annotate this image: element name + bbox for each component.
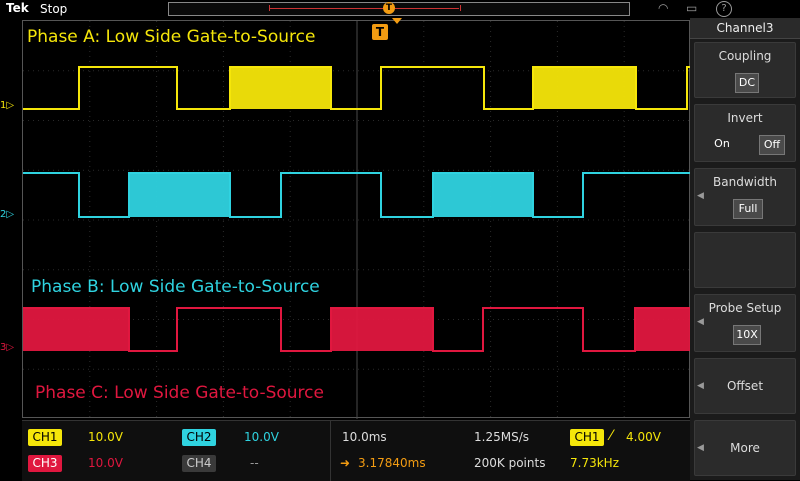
record-overview-bar[interactable]: T <box>168 2 630 16</box>
ch1-trace-burst <box>230 67 331 109</box>
phase-b-label: Phase B: Low Side Gate-to-Source <box>31 277 320 297</box>
ch3-trace-burst <box>331 308 433 351</box>
more-panel[interactable]: ◀ More <box>694 420 796 476</box>
offset-panel[interactable]: ◀ Offset <box>694 358 796 414</box>
trigger-arrow-icon <box>392 18 402 24</box>
phase-c-label: Phase C: Low Side Gate-to-Source <box>35 383 324 403</box>
invert-on-button[interactable]: On <box>714 137 730 150</box>
chevron-left-icon: ◀ <box>697 317 704 327</box>
ch2-trace-burst <box>433 173 533 217</box>
top-bar: Tek Stop T ◠ ▭ ? <box>0 0 732 18</box>
monitor-icon[interactable]: ▭ <box>686 1 698 15</box>
waveform-svg <box>23 21 691 419</box>
horizontal-position-arrow-icon: ➜ <box>340 456 351 470</box>
ch3-trace-burst <box>23 308 129 351</box>
probe-setup-label: Probe Setup <box>708 301 782 315</box>
chevron-left-icon: ◀ <box>697 381 704 391</box>
bandwidth-panel[interactable]: ◀ Bandwidth Full <box>694 168 796 226</box>
more-label: More <box>730 441 760 455</box>
coupling-label: Coupling <box>718 49 772 63</box>
record-trigger-marker: T <box>383 2 395 14</box>
ch4-scale[interactable]: -- <box>250 456 259 470</box>
rising-edge-icon: ⁄ <box>610 428 613 444</box>
waveform-display[interactable]: Phase A: Low Side Gate-to-Source Phase B… <box>22 20 691 419</box>
ch3-badge[interactable]: CH3 <box>28 455 62 472</box>
ch2-marker[interactable]: 2▷ <box>0 209 15 220</box>
record-length-value[interactable]: 200K points <box>474 456 546 470</box>
ch4-badge[interactable]: CH4 <box>182 455 216 472</box>
invert-label: Invert <box>727 111 763 125</box>
probe-10x-button[interactable]: 10X <box>733 325 761 345</box>
ch1-marker[interactable]: 1▷ <box>0 100 15 111</box>
divider <box>330 421 331 481</box>
ch2-marker-label: 2 <box>0 209 7 220</box>
ch2-trace <box>23 172 691 218</box>
ch1-badge[interactable]: CH1 <box>28 429 62 446</box>
run-state[interactable]: Stop <box>40 2 68 16</box>
chevron-left-icon: ◀ <box>697 443 704 453</box>
invert-off-button[interactable]: Off <box>759 135 785 155</box>
timebase-value[interactable]: 10.0ms <box>342 430 387 444</box>
ch3-trace-burst <box>635 308 691 351</box>
coupling-dc-button[interactable]: DC <box>735 73 759 93</box>
ch2-badge[interactable]: CH2 <box>182 429 216 446</box>
trigger-position-marker[interactable]: T <box>372 24 388 40</box>
bandwidth-full-button[interactable]: Full <box>733 199 763 219</box>
help-icon[interactable]: ? <box>716 1 732 17</box>
ch2-scale[interactable]: 10.0V <box>244 430 279 444</box>
horizontal-position-value[interactable]: 3.17840ms <box>358 456 426 470</box>
offset-label: Offset <box>726 379 764 393</box>
ch1-marker-label: 1 <box>0 100 7 111</box>
frequency-value: 7.73kHz <box>570 456 619 470</box>
ch1-scale[interactable]: 10.0V <box>88 430 123 444</box>
probe-setup-panel[interactable]: ◀ Probe Setup 10X <box>694 294 796 352</box>
status-bar: CH1 10.0V CH2 10.0V CH3 10.0V CH4 -- 10.… <box>22 420 690 481</box>
empty-panel <box>694 232 796 288</box>
wifi-icon[interactable]: ◠ <box>658 1 669 15</box>
ch1-trace-burst <box>533 67 636 109</box>
chevron-left-icon: ◀ <box>697 191 704 201</box>
side-menu-title: Channel3 <box>690 18 800 39</box>
ch3-marker[interactable]: 3▷ <box>0 342 15 353</box>
ch2-trace-burst <box>129 173 230 217</box>
bandwidth-label: Bandwidth <box>713 175 777 189</box>
trigger-source-badge[interactable]: CH1 <box>570 429 604 446</box>
sample-rate-value[interactable]: 1.25MS/s <box>474 430 529 444</box>
coupling-panel[interactable]: Coupling DC <box>694 42 796 98</box>
record-view-line <box>269 8 459 9</box>
trigger-level-value[interactable]: 4.00V <box>626 430 661 444</box>
top-icons: ◠ ▭ ? <box>654 1 800 17</box>
ch3-marker-label: 3 <box>0 342 7 353</box>
brand-logo: Tek <box>6 1 29 15</box>
side-menu: Channel3 Coupling DC Invert On Off ◀ Ban… <box>690 18 800 480</box>
ch3-scale[interactable]: 10.0V <box>88 456 123 470</box>
phase-a-label: Phase A: Low Side Gate-to-Source <box>27 27 316 47</box>
invert-panel[interactable]: Invert On Off <box>694 104 796 162</box>
